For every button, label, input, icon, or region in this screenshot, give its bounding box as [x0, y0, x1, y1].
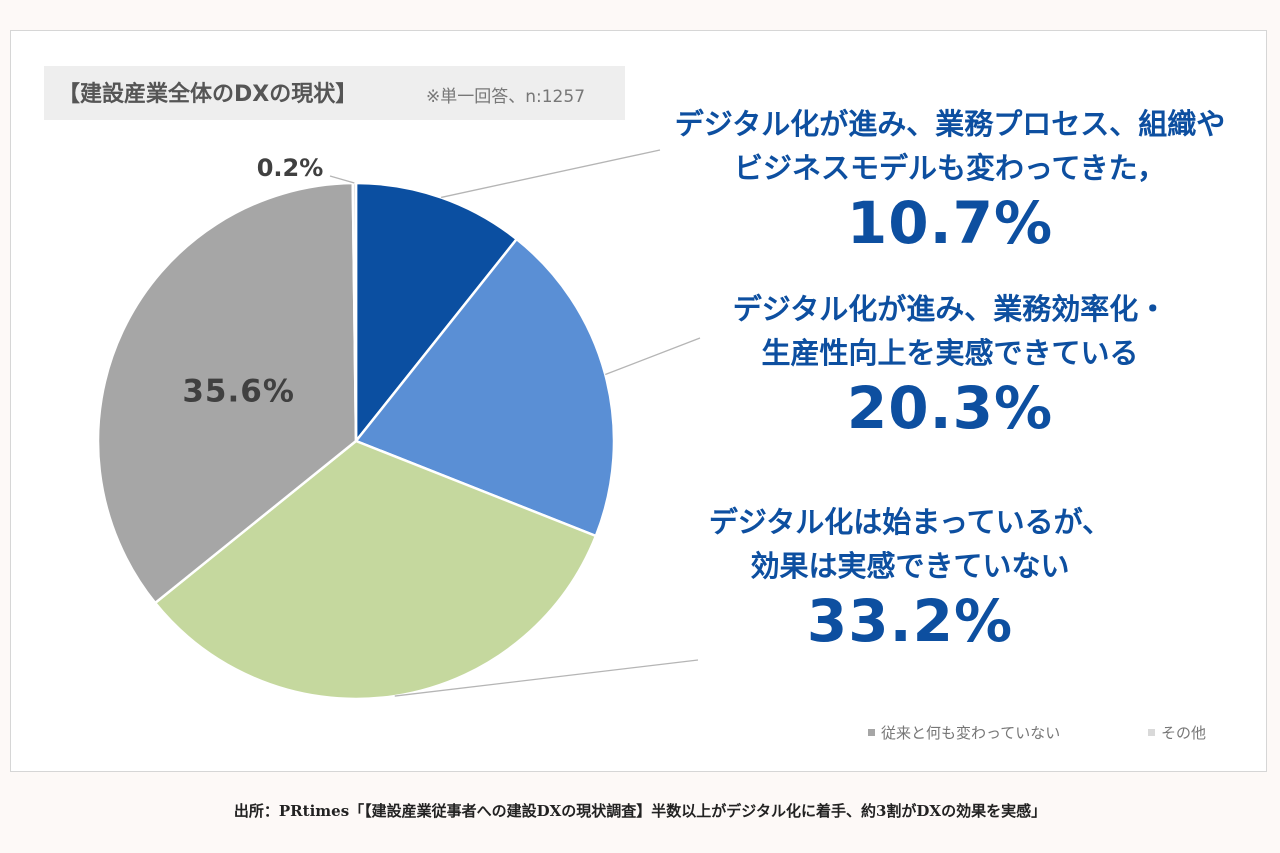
pie-slice-4: [96, 181, 358, 605]
annotation-slice-1: デジタル化が進み、業務プロセス、組織や ビジネスモデルも変わってきた， 10.7…: [640, 102, 1260, 256]
leader-line-1: [440, 149, 661, 199]
chart-title-bar: [44, 66, 625, 120]
legend-item-5: その他: [1148, 722, 1206, 743]
leader-line-2: [605, 337, 701, 376]
annotation-label-line: デジタル化は始まっているが、: [708, 505, 1112, 539]
legend-item-4: 従来と何も変わっていない: [868, 722, 1060, 743]
annotation-value: 10.7%: [846, 189, 1054, 257]
annotation-label-line: ビジネスモデルも変わってきた，: [733, 151, 1167, 185]
chart-title: 【建設産業全体のDXの現状】: [58, 82, 358, 107]
annotation-slice-3: デジタル化は始まっているが、 効果は実感できていない 33.2%: [660, 500, 1160, 654]
legend-label: 従来と何も変わっていない: [881, 724, 1061, 742]
annotation-label-line: デジタル化が進み、業務プロセス、組織や: [674, 107, 1226, 141]
chart-note: ※単一回答、n:1257: [426, 87, 586, 107]
pie-slice-3: [153, 439, 598, 701]
leader-line-5: [329, 175, 355, 184]
legend-swatch: [868, 729, 875, 736]
annotation-label-line: 生産性向上を実感できている: [761, 336, 1139, 370]
data-label-slice-4: 35.6%: [182, 373, 295, 409]
legend-label: その他: [1161, 724, 1207, 742]
pie-slice-1: [354, 181, 519, 445]
annotation-label-line: 効果は実感できていない: [750, 549, 1070, 583]
legend-swatch: [1148, 729, 1155, 736]
pie-slice-2: [353, 237, 616, 538]
annotation-label-line: デジタル化が進み、業務効率化・: [732, 292, 1168, 326]
annotation-value: 33.2%: [806, 587, 1014, 655]
leader-line-3: [394, 659, 699, 697]
annotation-value: 20.3%: [846, 374, 1054, 442]
annotation-slice-2: デジタル化が進み、業務効率化・ 生産性向上を実感できている 20.3%: [680, 287, 1220, 441]
data-label-slice-5: 0.2%: [257, 154, 324, 182]
source-caption: 出所：PRtimes「【建設産業従事者への建設DXの現状調査】半数以上がデジタル…: [233, 802, 1047, 820]
